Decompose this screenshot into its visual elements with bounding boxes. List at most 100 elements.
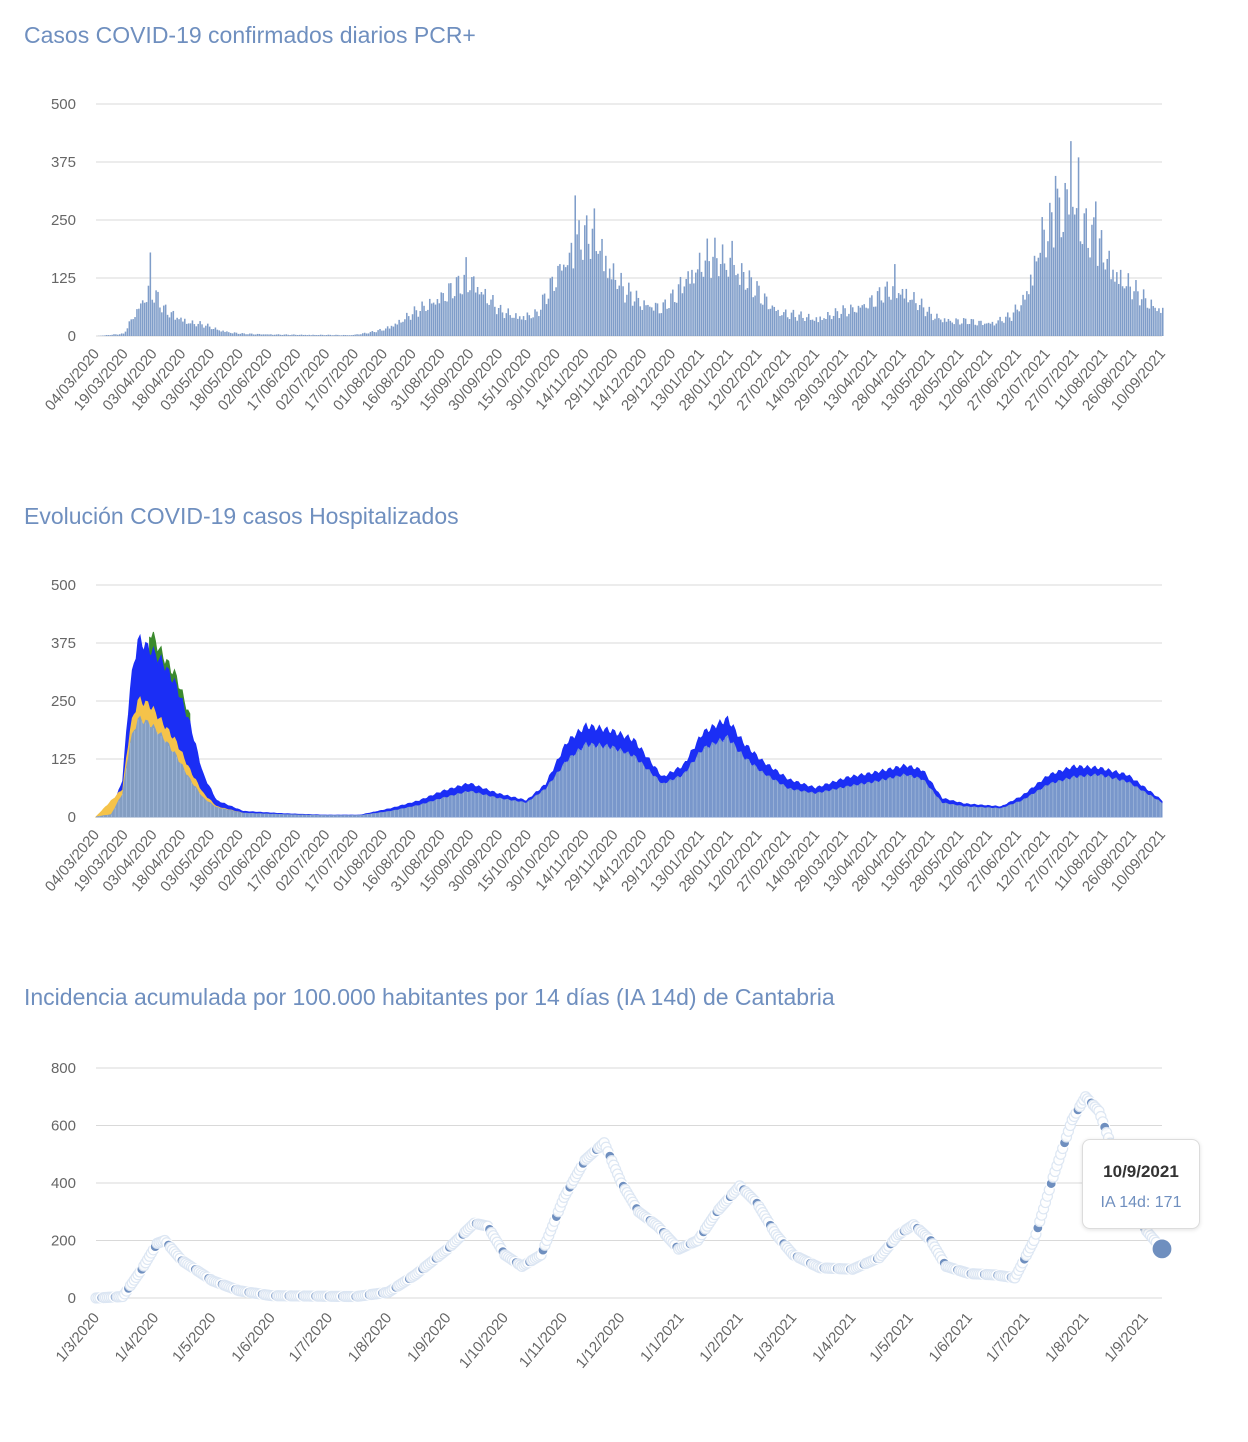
- chart1-bar: [1070, 141, 1072, 336]
- chart1-bar: [544, 294, 546, 336]
- chart1-bar: [408, 316, 410, 336]
- chart1-bar: [289, 335, 291, 336]
- chart1-bar: [821, 320, 823, 336]
- chart1-bar: [768, 309, 770, 336]
- chart1-bar: [111, 335, 113, 336]
- chart1-bar: [992, 322, 994, 336]
- chart1-bar: [393, 327, 395, 336]
- chart1-bar: [458, 276, 460, 336]
- chart1-bar: [1038, 258, 1040, 336]
- chart1-bar: [689, 284, 691, 336]
- chart1-bar: [504, 318, 506, 336]
- chart1-bar: [638, 298, 640, 336]
- chart1-y-tick-0: 0: [68, 328, 76, 345]
- chart1-bar: [793, 310, 795, 336]
- chart3-x-tick-1: 1/4/2020: [112, 1310, 163, 1366]
- chart1-bar: [613, 263, 615, 336]
- chart1-bar: [609, 269, 611, 336]
- chart1-bar: [364, 333, 366, 336]
- chart1-bar: [856, 313, 858, 336]
- chart1-bar: [1003, 323, 1005, 336]
- chart3-x-tick-6: 1/9/2020: [404, 1310, 455, 1366]
- chart1-bar: [1116, 272, 1118, 336]
- chart1-bar: [1032, 286, 1034, 336]
- chart1-bar: [435, 305, 437, 336]
- chart1-bar: [865, 308, 867, 336]
- chart3-x-tick-2: 1/5/2020: [169, 1310, 220, 1366]
- chart1-bar: [932, 320, 934, 336]
- chart1-bar: [173, 311, 175, 336]
- chart1-bar: [358, 334, 360, 336]
- chart1-bar: [517, 319, 519, 336]
- chart1-bar: [377, 330, 379, 336]
- chart1-bar: [925, 316, 927, 336]
- chart1-bar: [649, 307, 651, 336]
- chart1-bar: [601, 239, 603, 336]
- chart1-bar: [812, 320, 814, 336]
- chart1-bar: [433, 303, 435, 336]
- chart1-bar: [155, 290, 157, 336]
- chart1-bar: [553, 291, 555, 336]
- chart1-bar: [161, 312, 163, 336]
- chart1-bar: [483, 295, 485, 336]
- chart1-bar: [490, 300, 492, 336]
- chart1-bar: [515, 313, 517, 336]
- chart1-bar: [745, 290, 747, 336]
- chart1-bar: [429, 299, 431, 336]
- chart1-bar: [1099, 238, 1101, 336]
- chart1-bar: [264, 334, 266, 336]
- chart1-bar: [1118, 284, 1120, 336]
- chart1-bar: [892, 286, 894, 336]
- chart1-bar: [630, 292, 632, 336]
- chart1-bar: [314, 335, 316, 336]
- chart1-bar: [810, 320, 812, 336]
- chart1-bar: [523, 316, 525, 336]
- chart1-bar: [632, 306, 634, 336]
- chart1-bar: [1124, 288, 1126, 336]
- chart1-bar: [714, 238, 716, 336]
- chart1-bar: [502, 312, 504, 336]
- chart1-bar: [140, 303, 142, 336]
- chart1-bar: [351, 335, 353, 336]
- chart1-bar: [1095, 201, 1097, 336]
- chart1-bar: [712, 257, 714, 336]
- chart1-bar: [1137, 291, 1139, 336]
- chart1-bar: [452, 298, 454, 336]
- chart1-bar: [247, 334, 249, 336]
- chart1-bar: [199, 321, 201, 336]
- chart1-bar: [909, 300, 911, 336]
- chart1-bar: [963, 318, 965, 336]
- chart1-bar: [871, 295, 873, 336]
- chart1-bar: [343, 335, 345, 336]
- chart1-bar: [850, 305, 852, 336]
- chart1-bar: [573, 268, 575, 336]
- chart3-highlight-point[interactable]: [1152, 1239, 1172, 1259]
- chart1-bar: [716, 258, 718, 336]
- chart1-bar: [419, 311, 421, 336]
- chart1-y-tick-4: 500: [51, 96, 76, 113]
- chart2-y-tick-1: 125: [51, 751, 76, 768]
- chart2-y-tick-4: 500: [51, 577, 76, 594]
- chart1-bar: [854, 312, 856, 336]
- chart1-bar: [904, 298, 906, 336]
- chart1-bar: [718, 276, 720, 336]
- chart1-bar: [1084, 213, 1086, 336]
- chart1-bar: [785, 310, 787, 336]
- chart1-bar: [705, 261, 707, 336]
- chart1-bar: [559, 264, 561, 336]
- chart1-bar: [1018, 311, 1020, 336]
- chart1-bar: [460, 293, 462, 336]
- chart1-bar: [226, 331, 228, 336]
- chart1-bar: [1091, 225, 1093, 336]
- chart1-bar: [555, 287, 557, 336]
- chart1-bar: [255, 335, 257, 336]
- chart1-bar: [691, 270, 693, 336]
- chart1-bar: [228, 332, 230, 336]
- chart1-bar: [563, 265, 565, 336]
- chart1-bar: [1028, 294, 1030, 336]
- chart1-bar: [664, 300, 666, 336]
- chart1-bar: [165, 305, 167, 336]
- chart1-bar: [701, 272, 703, 336]
- chart1-bar: [674, 302, 676, 336]
- chart1-bar: [867, 308, 869, 336]
